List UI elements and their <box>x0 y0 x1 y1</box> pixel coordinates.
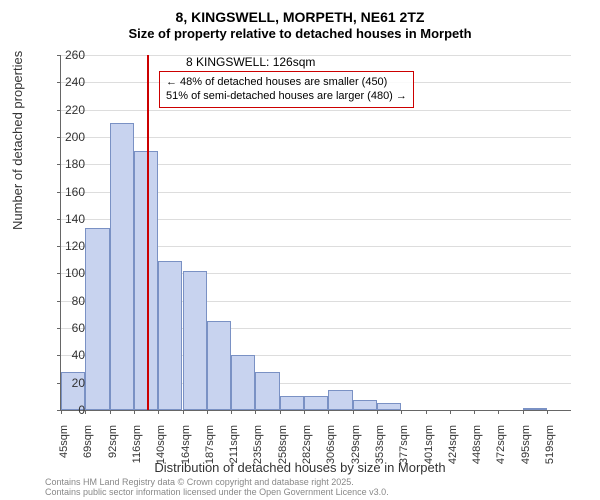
histogram-bar <box>304 396 328 410</box>
histogram-bar <box>523 408 547 410</box>
gridline <box>61 137 571 138</box>
xtick-mark <box>523 410 524 414</box>
annotation-line: ← 48% of detached houses are smaller (45… <box>166 75 407 89</box>
plot-region: 45sqm69sqm92sqm116sqm140sqm164sqm187sqm2… <box>60 55 571 411</box>
ytick-label: 220 <box>45 103 85 117</box>
chart-area: 45sqm69sqm92sqm116sqm140sqm164sqm187sqm2… <box>60 55 570 410</box>
ytick-label: 20 <box>45 376 85 390</box>
gridline <box>61 110 571 111</box>
ytick-label: 260 <box>45 48 85 62</box>
ytick-label: 140 <box>45 212 85 226</box>
xtick-mark <box>426 410 427 414</box>
histogram-bar <box>353 400 377 410</box>
histogram-bar <box>158 261 182 410</box>
xtick-mark <box>547 410 548 414</box>
ytick-label: 40 <box>45 348 85 362</box>
gridline <box>61 55 571 56</box>
histogram-bar <box>110 123 134 410</box>
page-subtitle: Size of property relative to detached ho… <box>0 26 600 41</box>
footer-line-2: Contains public sector information licen… <box>45 488 389 498</box>
xtick-mark <box>304 410 305 414</box>
footer-attribution: Contains HM Land Registry data © Crown c… <box>45 478 389 498</box>
xtick-mark <box>450 410 451 414</box>
annotation-line: 51% of semi-detached houses are larger (… <box>166 89 407 103</box>
xtick-mark <box>377 410 378 414</box>
y-axis-label: Number of detached properties <box>10 51 25 230</box>
histogram-bar <box>183 271 207 410</box>
xtick-mark <box>207 410 208 414</box>
xtick-mark <box>328 410 329 414</box>
xtick-mark <box>280 410 281 414</box>
histogram-bar <box>231 355 255 410</box>
xtick-mark <box>134 410 135 414</box>
ytick-label: 80 <box>45 294 85 308</box>
xtick-mark <box>474 410 475 414</box>
histogram-bar <box>377 403 401 410</box>
chart-container: 8, KINGSWELL, MORPETH, NE61 2TZ Size of … <box>0 0 600 500</box>
ytick-label: 180 <box>45 157 85 171</box>
ytick-label: 240 <box>45 75 85 89</box>
xtick-mark <box>110 410 111 414</box>
histogram-bar <box>255 372 279 410</box>
annotation-box: ← 48% of detached houses are smaller (45… <box>159 71 414 108</box>
xtick-mark <box>255 410 256 414</box>
xtick-mark <box>353 410 354 414</box>
ytick-label: 0 <box>45 403 85 417</box>
ytick-label: 60 <box>45 321 85 335</box>
histogram-bar <box>328 390 352 410</box>
x-axis-label: Distribution of detached houses by size … <box>0 460 600 475</box>
xtick-mark <box>158 410 159 414</box>
annotation-title: 8 KINGSWELL: 126sqm <box>186 55 315 69</box>
xtick-mark <box>183 410 184 414</box>
reference-line <box>147 55 149 410</box>
xtick-mark <box>498 410 499 414</box>
ytick-label: 100 <box>45 266 85 280</box>
histogram-bar <box>207 321 231 410</box>
histogram-bar <box>85 228 109 410</box>
xtick-mark <box>85 410 86 414</box>
ytick-label: 200 <box>45 130 85 144</box>
xtick-mark <box>231 410 232 414</box>
page-title: 8, KINGSWELL, MORPETH, NE61 2TZ <box>0 0 600 26</box>
ytick-label: 160 <box>45 185 85 199</box>
histogram-bar <box>280 396 304 410</box>
ytick-label: 120 <box>45 239 85 253</box>
xtick-mark <box>401 410 402 414</box>
